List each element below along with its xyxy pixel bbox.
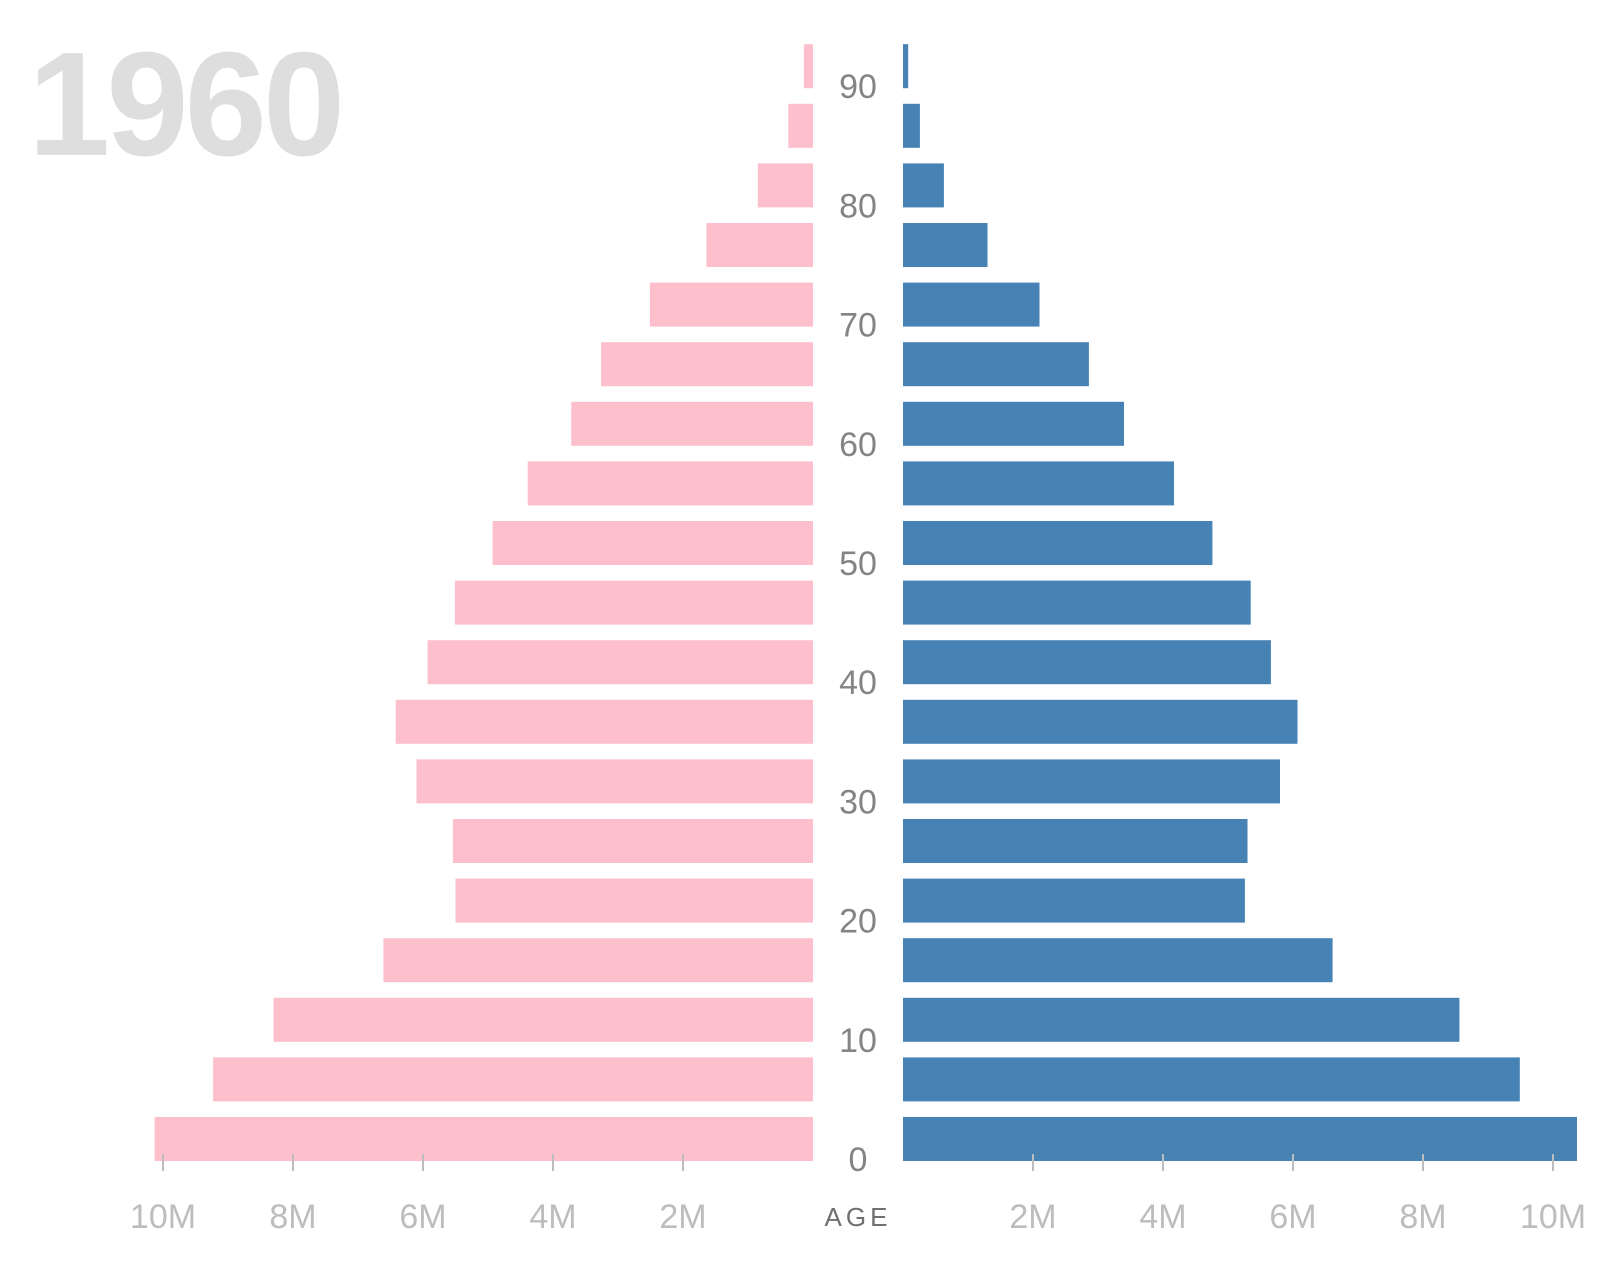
year-label: 1960 (28, 22, 341, 187)
female-bar-age-20 (455, 878, 813, 923)
female-bar-age-10 (273, 997, 813, 1042)
female-bar-age-0 (154, 1117, 814, 1161)
age-tick-label-0: 0 (849, 1141, 868, 1179)
age-tick-label-10: 10 (839, 1022, 877, 1060)
population-axis-left: 10M 8M 6M 4M 2M (130, 1154, 707, 1236)
female-bars (154, 44, 814, 1161)
male-bar-age-85 (903, 103, 920, 148)
female-bar-age-40 (427, 640, 813, 685)
male-bar-age-20 (903, 878, 1245, 923)
male-bar-age-25 (903, 819, 1248, 863)
female-bar-age-60 (571, 401, 813, 446)
female-bar-age-30 (416, 759, 813, 804)
pop-tick-label-left-8M: 8M (269, 1198, 316, 1236)
age-tick-label-90: 90 (839, 68, 877, 106)
male-bar-age-50 (903, 521, 1213, 565)
pop-tick-label-right-4M: 4M (1139, 1198, 1186, 1236)
male-bar-age-40 (903, 640, 1271, 685)
pop-tick-label-right-2M: 2M (1009, 1198, 1056, 1236)
pop-tick-label-left-2M: 2M (659, 1198, 706, 1236)
pop-tick-label-left-6M: 6M (399, 1198, 446, 1236)
male-bar-age-35 (903, 699, 1298, 744)
male-bars (903, 44, 1577, 1161)
male-bar-age-45 (903, 580, 1251, 625)
male-bar-age-0 (903, 1117, 1577, 1161)
male-bar-age-55 (903, 461, 1174, 506)
female-bar-age-5 (213, 1057, 814, 1102)
age-tick-label-40: 40 (839, 664, 877, 702)
male-bar-age-15 (903, 938, 1333, 983)
female-bar-age-45 (454, 580, 813, 625)
male-bar-age-70 (903, 282, 1040, 327)
male-bar-age-5 (903, 1057, 1520, 1102)
pop-tick-label-left-4M: 4M (529, 1198, 576, 1236)
age-tick-label-80: 80 (839, 187, 877, 225)
male-bar-age-65 (903, 342, 1089, 387)
female-bar-age-85 (788, 103, 813, 148)
female-bar-age-50 (492, 521, 813, 565)
female-bar-age-70 (649, 282, 813, 327)
female-bar-age-15 (383, 938, 813, 983)
pop-tick-label-right-6M: 6M (1269, 1198, 1316, 1236)
age-tick-label-50: 50 (839, 545, 877, 583)
female-bar-age-80 (757, 163, 813, 208)
female-bar-age-75 (706, 223, 813, 267)
male-bar-age-90 (903, 44, 909, 89)
female-bar-age-55 (527, 461, 813, 506)
age-tick-label-20: 20 (839, 903, 877, 941)
population-axis-right: 2M 4M 6M 8M 10M (1009, 1154, 1586, 1236)
male-bar-age-60 (903, 401, 1124, 446)
female-bar-age-25 (452, 819, 813, 863)
pop-tick-label-right-10M: 10M (1520, 1198, 1586, 1236)
age-tick-label-30: 30 (839, 783, 877, 821)
male-bar-age-30 (903, 759, 1280, 804)
age-axis-title: AGE (825, 1202, 892, 1232)
age-axis: 0 10 20 30 40 50 60 70 80 90 (839, 68, 877, 1179)
female-bar-age-90 (803, 44, 813, 89)
female-bar-age-65 (601, 342, 813, 387)
pop-tick-label-left-10M: 10M (130, 1198, 196, 1236)
female-bar-age-35 (395, 699, 813, 744)
male-bar-age-80 (903, 163, 944, 208)
age-tick-label-60: 60 (839, 426, 877, 464)
male-bar-age-10 (903, 997, 1460, 1042)
male-bar-age-75 (903, 223, 988, 267)
age-tick-label-70: 70 (839, 307, 877, 345)
pop-tick-label-right-8M: 8M (1399, 1198, 1446, 1236)
